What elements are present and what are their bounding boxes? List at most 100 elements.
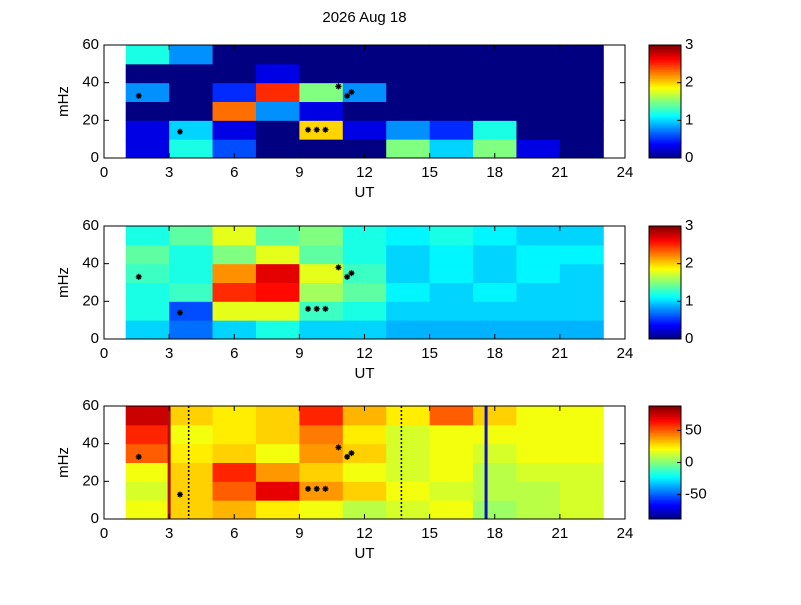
colorbar-swatch	[649, 418, 681, 421]
colorbar-swatch	[649, 75, 681, 78]
heat-cell	[473, 120, 517, 140]
colorbar-swatch	[649, 94, 681, 97]
heat-cell	[212, 45, 257, 65]
colorbar-swatch	[649, 321, 681, 324]
colorbar-tick-label: 3	[685, 36, 693, 53]
colorbar-swatch	[649, 278, 681, 282]
colorbar-swatch	[649, 147, 681, 150]
y-axis-label: mHz	[55, 267, 72, 298]
heat-cell	[212, 226, 257, 246]
colorbar-swatch	[649, 247, 681, 250]
colorbar-swatch	[649, 90, 681, 94]
heat-cell	[559, 120, 604, 140]
heat-cell	[342, 500, 387, 520]
colorbar-swatch	[649, 307, 681, 310]
x-tick-label: 18	[486, 345, 503, 362]
heat-cell	[516, 226, 561, 246]
heat-cell	[212, 301, 257, 321]
heat-cell	[429, 406, 474, 426]
colorbar-swatch	[649, 337, 681, 340]
colorbar-swatch	[649, 508, 681, 511]
heat-cell	[342, 139, 387, 159]
colorbar-swatch	[649, 434, 681, 437]
marker	[335, 83, 342, 90]
colorbar-swatch	[649, 286, 681, 289]
heat-cell	[386, 500, 431, 520]
heat-cell	[212, 139, 257, 159]
heat-cell	[342, 263, 387, 283]
colorbar-swatch	[649, 481, 681, 485]
x-tick-label: 15	[421, 345, 438, 362]
x-tick-label: 15	[421, 164, 438, 181]
x-tick-label: 21	[552, 164, 569, 181]
colorbar-swatch	[649, 250, 681, 253]
heat-cell	[169, 500, 214, 520]
colorbar-swatch	[649, 263, 681, 266]
colorbar-swatch	[649, 448, 681, 451]
colorbar-swatch	[649, 503, 681, 506]
colorbar-swatch	[649, 324, 681, 328]
y-tick-label: 40	[82, 435, 99, 452]
y-tick-label: 20	[82, 292, 99, 309]
heat-cell	[516, 120, 561, 140]
colorbar-swatch	[649, 140, 681, 143]
colorbar-swatch	[649, 501, 681, 504]
colorbar-swatch	[649, 298, 681, 301]
colorbar-swatch	[649, 62, 681, 65]
marker	[348, 270, 355, 277]
colorbar-swatch	[649, 437, 681, 441]
heat-cell	[125, 282, 170, 302]
colorbar-swatch	[649, 133, 681, 136]
colorbar-swatch	[649, 149, 681, 152]
colorbar-swatch	[649, 280, 681, 283]
colorbar-swatch	[649, 460, 681, 463]
colorbar-swatch	[649, 326, 681, 329]
heat-cell	[386, 282, 431, 302]
colorbar-swatch	[649, 145, 681, 148]
heat-cell	[559, 462, 604, 482]
heat-cell	[429, 462, 474, 482]
colorbar-swatch	[649, 492, 681, 495]
colorbar-swatch	[649, 467, 681, 471]
colorbar-swatch	[649, 504, 681, 508]
colorbar-swatch	[649, 282, 681, 285]
colorbar-swatch	[649, 227, 681, 231]
heat-cell	[559, 282, 604, 302]
heat-cell	[342, 82, 387, 102]
colorbar-swatch	[649, 439, 681, 442]
colorbar-swatch	[649, 226, 681, 229]
y-tick-label: 60	[82, 217, 99, 234]
colorbar-swatch	[649, 46, 681, 50]
colorbar-swatch	[649, 414, 681, 418]
colorbar-swatch	[649, 480, 681, 483]
colorbar-swatch	[649, 270, 681, 273]
heat-cell	[386, 45, 431, 65]
heat-cell	[169, 82, 214, 102]
heat-cell	[125, 101, 170, 121]
heat-cell	[169, 226, 214, 246]
heat-cell	[516, 320, 561, 340]
heat-cell	[516, 301, 561, 321]
heat-cell	[125, 226, 170, 246]
heat-cell	[473, 301, 517, 321]
colorbar-swatch	[649, 110, 681, 113]
colorbar-swatch	[649, 256, 681, 259]
marker	[344, 453, 351, 460]
colorbar-swatch	[649, 245, 681, 248]
colorbar-swatch	[649, 154, 681, 157]
heat-cell	[255, 101, 300, 121]
colorbar-swatch	[649, 101, 681, 104]
colorbar-swatch	[649, 129, 681, 133]
heat-cell	[473, 443, 517, 463]
marker	[344, 92, 351, 99]
colorbar-swatch	[649, 53, 681, 57]
colorbar-swatch	[649, 131, 681, 134]
heat-cell	[169, 101, 214, 121]
colorbar-swatch	[649, 80, 681, 83]
colorbar-tick-label: 50	[685, 421, 702, 438]
x-tick-label: 21	[552, 345, 569, 362]
heat-cell	[169, 424, 214, 445]
heat-cell	[255, 320, 300, 340]
heat-cell	[429, 320, 474, 340]
marker	[348, 450, 355, 457]
